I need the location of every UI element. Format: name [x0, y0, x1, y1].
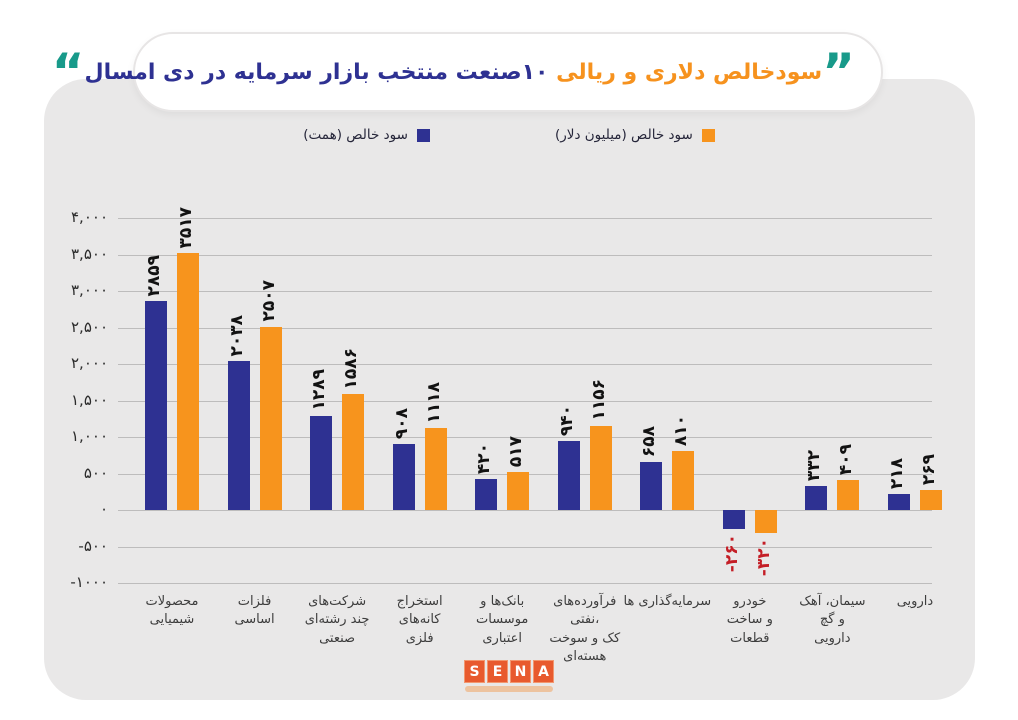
chart-card — [44, 79, 975, 700]
title-highlight: سودخالص دلاری و ریالی — [556, 59, 823, 85]
bar-value-label: ۲۱۸ — [886, 457, 907, 490]
gridline — [118, 437, 932, 438]
title-bar: ” سودخالص دلاری و ریالی ۱۰صنعت منتخب باز… — [52, 32, 883, 112]
bar-value-label: ۴۲۰ — [474, 443, 495, 475]
bar-value-label: ۹۴۰ — [556, 405, 577, 437]
sena-logo-letter: E — [487, 660, 508, 683]
legend-label: سود خالص (همت) — [303, 127, 408, 143]
bar — [227, 361, 250, 510]
bar — [557, 441, 580, 510]
gridline — [118, 583, 932, 584]
gridline — [118, 291, 932, 292]
bar-value-label: ۱۲۸۹ — [309, 369, 330, 411]
plot-area: ۲۸۵۹ ۳۵۱۷ ۲۰۳۸ ۲۵۰۷ ۱۲۸۹ ۱۵۸۶ ۹۰۸ ۱۱۱۸ ۴۲۰ ۵۱۷ ۹۴۰… — [118, 207, 942, 584]
category-label: فرآورده‌های ،نفتی کک و سوخت هسته‌ای — [549, 594, 621, 665]
gridline — [118, 218, 932, 219]
bar — [722, 510, 745, 529]
sena-logo-caption — [465, 686, 553, 692]
y-tick-label: ۱,۵۰۰ — [71, 390, 108, 409]
legend-item-hemat: سود خالص (همت) — [303, 127, 430, 143]
bar — [589, 425, 612, 510]
gridline — [118, 364, 932, 365]
bar-value-label: ۶۵۸ — [639, 425, 660, 457]
bar — [507, 472, 530, 510]
gridline — [118, 327, 932, 329]
legend: سود خالص (میلیون دلار) سود خالص (همت) — [0, 127, 1018, 143]
bar — [919, 490, 942, 510]
bar-value-label: -۲۶۰ — [721, 533, 742, 573]
category-label: سیمان، آهک و گچ دارویی — [799, 594, 866, 646]
quote-open-icon: “ — [51, 43, 85, 101]
legend-swatch-blue — [416, 128, 430, 142]
category-label: شرکت‌های چند رشته‌ای صنعتی — [304, 594, 370, 646]
bar-value-label: ۳۳۲ — [804, 449, 825, 481]
category-label: فلزات اساسی — [234, 594, 275, 628]
bar — [342, 394, 365, 510]
bar — [392, 443, 415, 510]
bar — [837, 480, 860, 510]
y-tick-label: ۳,۰۰۰ — [71, 281, 108, 299]
y-tick-label: -۱۰۰۰ — [70, 573, 108, 591]
bar-value-label: -۳۲۰ — [753, 538, 774, 577]
page-title: سودخالص دلاری و ریالی ۱۰صنعت منتخب بازار… — [84, 60, 822, 85]
title-rest: ۱۰صنعت منتخب بازار سرمایه در دی امسال — [84, 59, 549, 85]
legend-swatch-orange — [701, 128, 715, 142]
category-label: محصولات شیمیایی — [145, 594, 199, 628]
bar — [145, 301, 167, 510]
gridline — [118, 546, 932, 548]
bar-value-label: ۲۸۵۹ — [144, 254, 164, 297]
bar — [805, 485, 828, 510]
bar-value-label: ۱۱۵۶ — [588, 379, 609, 421]
legend-item-dollar: سود خالص (میلیون دلار) — [555, 127, 715, 143]
sena-logo-letter: A — [533, 660, 554, 683]
bar — [640, 461, 663, 510]
bar-value-label: ۹۰۸ — [391, 407, 412, 439]
bar-value-label: ۲۶۹ — [918, 454, 939, 486]
bar-value-label: ۳۵۱۷ — [176, 206, 196, 249]
sena-logo-letter: N — [510, 660, 531, 683]
y-tick-label: ۲,۰۰۰ — [71, 354, 108, 372]
gridline — [118, 400, 932, 402]
legend-label: سود خالص (میلیون دلار) — [554, 127, 693, 143]
bar-value-label: ۱۵۸۶ — [341, 347, 362, 390]
sena-logo-letter: S — [464, 660, 485, 683]
category-label: استخراج کانه‌های فلزی — [396, 594, 443, 646]
category-label: سرمایه‌گذاری ها — [623, 594, 712, 609]
y-tick-label: ۵۰۰ — [83, 463, 108, 482]
y-tick-label: ۰ — [99, 500, 108, 518]
y-tick-label: ۴,۰۰۰ — [71, 208, 108, 226]
bar-value-label: ۲۵۰۷ — [258, 280, 279, 322]
bar — [424, 428, 447, 510]
category-label: بانک‌ها و موسسات اعتباری — [476, 594, 529, 646]
bar — [475, 479, 498, 510]
y-tick-label: ۱,۰۰۰ — [71, 427, 108, 445]
bar — [672, 450, 695, 510]
bar-value-label: ۸۱۰ — [671, 414, 692, 446]
bar — [177, 253, 199, 510]
y-tick-label: ۲,۵۰۰ — [71, 317, 108, 336]
category-label: خودرو و ساخت قطعات — [726, 594, 773, 646]
y-tick-label: -۵۰۰ — [78, 536, 108, 555]
y-tick-label: ۳,۵۰۰ — [71, 244, 108, 263]
bar — [259, 326, 282, 510]
bar — [754, 510, 777, 534]
bar-value-label: ۱۱۱۸ — [423, 381, 444, 424]
bar-value-label: ۵۱۷ — [506, 436, 527, 468]
gridline — [118, 254, 932, 256]
bar-value-label: ۲۰۳۸ — [226, 314, 247, 357]
gridline — [118, 510, 932, 511]
bar — [310, 415, 333, 510]
bar — [887, 494, 910, 510]
category-label: دارویی — [896, 594, 934, 609]
bar-value-label: ۴۰۹ — [836, 444, 857, 476]
quote-close-icon: ” — [822, 43, 855, 101]
